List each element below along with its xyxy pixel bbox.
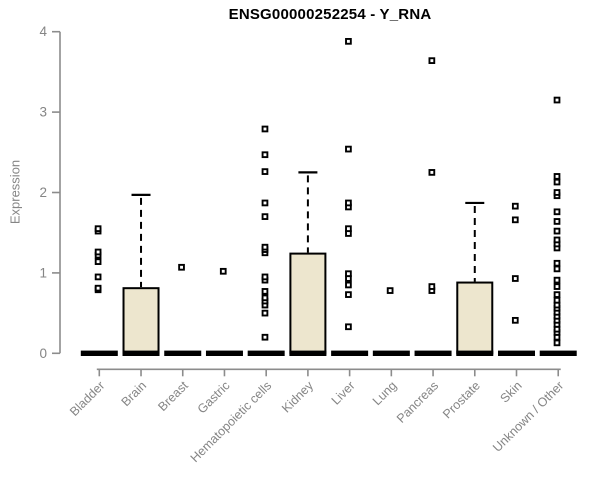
- outlier-point: [261, 243, 269, 251]
- x-tick-label-lung: Lung: [370, 378, 400, 408]
- iqr-box: [122, 287, 160, 355]
- box-kidney: [289, 171, 327, 356]
- outlier-point: [261, 125, 269, 133]
- outlier-point: [261, 294, 269, 302]
- chart-title: ENSG00000252254 - Y_RNA: [228, 6, 432, 23]
- median-bar: [331, 350, 369, 356]
- outlier-point: [386, 287, 394, 294]
- x-tick-label-gastric: Gastric: [195, 379, 233, 417]
- median-bar: [205, 350, 243, 356]
- x-tick-label-hematopoietic-cells: Hematopoietic cells: [188, 379, 275, 466]
- outlier-point: [345, 291, 352, 298]
- x-tick-label-brain: Brain: [119, 378, 150, 409]
- x-tick-label-skin: Skin: [498, 378, 525, 405]
- outlier-point: [553, 276, 561, 284]
- x-tick-label-breast: Breast: [155, 378, 191, 414]
- outlier-point: [345, 225, 352, 233]
- outlier-point: [553, 236, 561, 244]
- y-tick-label: 2: [39, 185, 47, 200]
- outlier-point: [345, 323, 352, 331]
- outlier-point: [345, 199, 352, 207]
- box-pancreas: [414, 57, 452, 356]
- median-bar: [372, 350, 410, 356]
- outlier-point: [553, 178, 561, 186]
- outlier-point: [553, 96, 561, 104]
- median-bar: [247, 350, 285, 356]
- box-brain: [122, 193, 160, 356]
- outlier-point: [553, 227, 561, 235]
- outlier-point: [553, 291, 561, 298]
- outlier-point: [261, 213, 269, 220]
- outlier-point: [345, 270, 352, 278]
- outlier-point: [553, 189, 561, 196]
- outlier-point: [553, 339, 561, 347]
- x-tick-label-pancreas: Pancreas: [394, 379, 441, 426]
- iqr-box: [456, 281, 494, 355]
- outlier-point: [345, 281, 352, 289]
- outlier-point: [553, 296, 561, 304]
- y-tick-label: 4: [39, 24, 47, 39]
- y-tick-label: 1: [39, 265, 47, 280]
- box-gastric: [205, 267, 243, 356]
- y-axis: 0 1 2 3 4: [39, 24, 61, 361]
- x-tick-label-prostate: Prostate: [440, 378, 483, 421]
- outlier-point: [428, 169, 436, 176]
- outlier-point: [345, 37, 352, 45]
- outlier-point: [261, 333, 269, 341]
- x-tick-label-kidney: Kidney: [279, 378, 316, 415]
- box-bladder: [80, 225, 118, 356]
- outlier-point: [94, 248, 102, 256]
- outlier-point: [511, 216, 519, 224]
- outlier-point: [261, 199, 269, 207]
- median-bar: [122, 350, 160, 356]
- outlier-point: [261, 168, 269, 175]
- outlier-point: [178, 263, 185, 271]
- outlier-point: [553, 218, 561, 225]
- box-skin: [498, 202, 535, 356]
- outlier-point: [553, 259, 561, 267]
- outlier-point: [511, 202, 519, 210]
- outlier-point: [261, 309, 269, 317]
- outlier-point: [94, 225, 102, 233]
- outlier-point: [261, 151, 269, 159]
- box-hematopoietic-cells: [247, 125, 285, 356]
- outlier-point: [553, 173, 561, 180]
- outlier-point: [553, 208, 561, 216]
- iqr-box: [289, 252, 327, 355]
- median-bar: [539, 350, 577, 356]
- outlier-point: [219, 267, 227, 275]
- x-tick-label-bladder: Bladder: [67, 379, 107, 419]
- median-bar: [164, 350, 202, 356]
- box-prostate: [456, 201, 494, 356]
- outlier-point: [553, 283, 561, 290]
- outlier-point: [428, 57, 436, 64]
- outlier-point: [261, 273, 269, 281]
- outlier-point: [511, 316, 519, 324]
- outlier-point: [428, 283, 436, 290]
- y-tick-label: 3: [39, 105, 47, 120]
- box-liver: [331, 37, 369, 356]
- box-lung: [372, 287, 410, 356]
- outlier-point: [511, 275, 519, 282]
- y-tick-label: 0: [39, 346, 47, 361]
- outlier-point: [94, 258, 102, 265]
- outlier-point: [94, 273, 102, 281]
- median-bar: [414, 350, 452, 356]
- median-bar: [289, 350, 327, 356]
- box-unknown-other: [539, 96, 577, 356]
- outlier-point: [261, 288, 269, 295]
- x-tick-label-liver: Liver: [329, 379, 358, 408]
- x-tick-label-unknown-other: Unknown / Other: [490, 379, 566, 455]
- median-bar: [498, 350, 535, 356]
- median-bar: [456, 350, 494, 356]
- outlier-point: [345, 145, 352, 153]
- box-breast: [164, 263, 202, 356]
- median-bar: [80, 350, 118, 356]
- outlier-point: [553, 265, 561, 273]
- outlier-point: [94, 284, 102, 292]
